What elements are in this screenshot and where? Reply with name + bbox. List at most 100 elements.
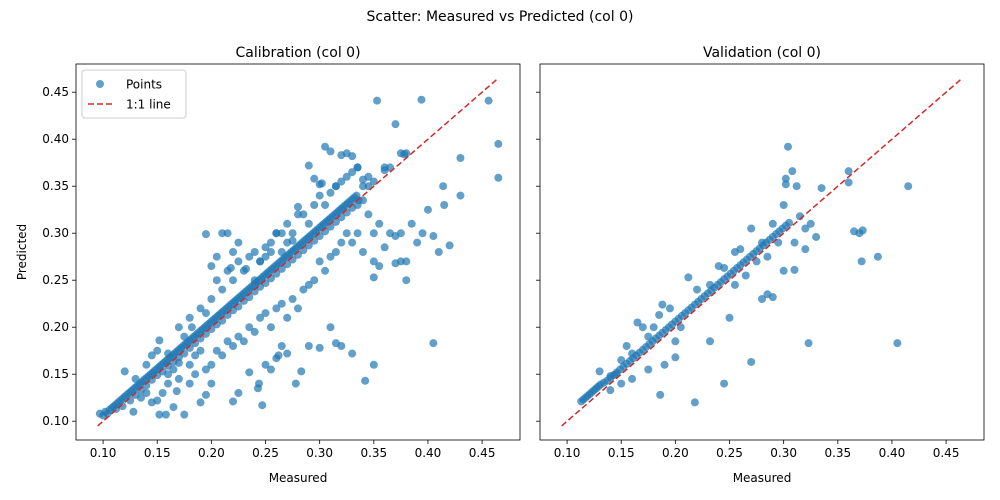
data-point	[781, 174, 790, 183]
data-point	[781, 180, 790, 189]
data-point	[283, 349, 292, 358]
data-point	[191, 351, 200, 360]
panel-title: Validation (col 0)	[703, 45, 821, 61]
legend-label-points: Points	[126, 78, 162, 92]
data-point	[288, 295, 297, 303]
x-tick-label: 0.15	[144, 446, 171, 460]
data-point	[169, 365, 178, 374]
x-axis-label: Measured	[733, 471, 792, 485]
y-tick-label: 0.10	[42, 414, 69, 428]
data-point	[299, 210, 308, 219]
data-point	[297, 367, 306, 376]
data-point	[229, 342, 238, 350]
data-point	[174, 358, 183, 367]
y-tick-label: 0.35	[42, 179, 69, 193]
data-point	[207, 360, 216, 369]
data-point	[693, 285, 702, 294]
data-point	[201, 365, 210, 374]
data-point	[153, 346, 162, 355]
data-point	[164, 370, 173, 379]
data-point	[201, 329, 210, 338]
data-point	[326, 252, 335, 261]
data-point	[142, 389, 151, 397]
data-point	[187, 323, 196, 332]
points-group	[95, 95, 503, 420]
y-tick-label: 0.45	[42, 85, 69, 99]
data-point	[844, 167, 853, 176]
data-point	[207, 379, 216, 388]
data-point	[304, 280, 313, 289]
data-point	[644, 365, 653, 374]
data-point	[261, 360, 270, 369]
y-tick-label: 0.40	[42, 132, 69, 146]
data-point	[763, 290, 772, 299]
y-axis-label: Predicted	[15, 224, 29, 280]
data-point	[326, 188, 335, 197]
data-point	[212, 252, 221, 261]
data-point	[283, 313, 292, 322]
data-point	[817, 184, 826, 193]
data-point	[129, 407, 138, 416]
data-point	[369, 257, 378, 266]
data-point	[245, 323, 254, 332]
data-point	[212, 346, 221, 355]
data-point	[456, 191, 465, 200]
y-tick-label: 0.30	[42, 226, 69, 240]
data-point	[118, 402, 127, 411]
data-point	[375, 262, 384, 271]
x-tick-label: 0.45	[469, 446, 496, 460]
data-point	[272, 354, 281, 363]
data-point	[633, 318, 642, 327]
data-point	[207, 325, 216, 334]
data-point	[758, 238, 766, 247]
data-point	[212, 276, 221, 285]
data-point	[706, 337, 715, 346]
data-point	[185, 379, 194, 388]
x-tick-label: 0.10	[90, 446, 117, 460]
data-point	[595, 367, 604, 376]
data-point	[380, 166, 389, 175]
data-point	[655, 310, 664, 319]
data-point	[402, 276, 411, 285]
data-point	[456, 154, 465, 162]
y-tick-label: 0.20	[42, 320, 69, 334]
data-point	[218, 285, 227, 294]
data-point	[283, 219, 292, 228]
data-point	[266, 323, 275, 332]
data-point	[736, 245, 745, 254]
data-point	[245, 368, 254, 377]
data-point	[790, 238, 799, 247]
data-point	[304, 161, 313, 170]
data-point	[310, 276, 319, 285]
data-point	[226, 263, 235, 272]
data-point	[326, 323, 335, 332]
data-point	[671, 337, 680, 346]
data-point	[337, 238, 346, 247]
data-point	[234, 238, 243, 247]
data-point	[201, 309, 210, 318]
data-point	[250, 276, 259, 285]
data-point	[494, 139, 503, 148]
data-point	[806, 219, 815, 228]
data-point	[304, 342, 313, 350]
data-point	[294, 304, 302, 313]
data-point	[164, 349, 173, 358]
data-point	[369, 360, 378, 369]
data-point	[169, 403, 178, 412]
data-point	[373, 96, 382, 105]
data-point	[131, 374, 140, 383]
data-point	[223, 229, 232, 238]
data-point	[266, 248, 275, 256]
data-point	[272, 229, 281, 238]
data-point	[747, 357, 756, 366]
data-point	[258, 401, 267, 410]
data-point	[234, 332, 243, 341]
data-point	[364, 210, 373, 219]
data-point	[321, 266, 330, 275]
x-tick-label: 0.20	[662, 446, 689, 460]
data-point	[291, 379, 300, 388]
data-point	[191, 370, 200, 379]
y-tick-label: 0.15	[42, 367, 69, 381]
data-point	[606, 386, 615, 395]
data-point	[792, 182, 801, 191]
